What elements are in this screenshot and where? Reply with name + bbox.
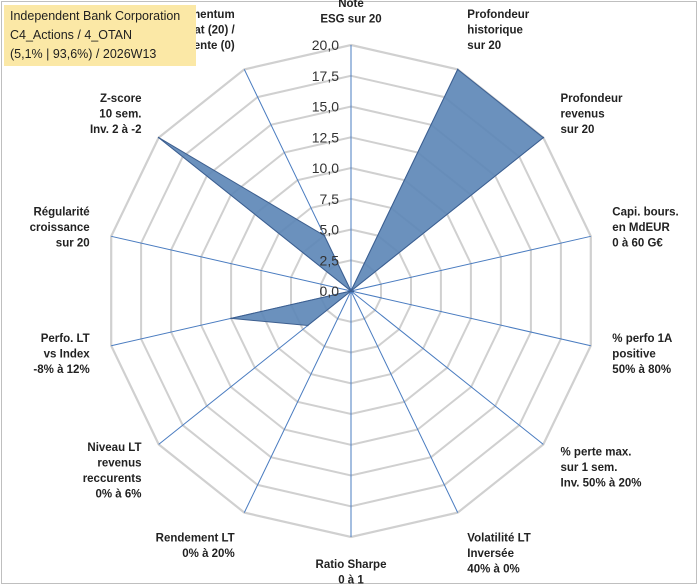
tick-label: 15,0 (312, 99, 339, 115)
axis-label-line: vs Index (44, 348, 91, 360)
data-point (230, 317, 232, 320)
tick-label: 12,5 (312, 129, 339, 145)
axis-label: Note ESG sur 20 (320, 0, 381, 26)
tick-label: 10,0 (312, 160, 339, 176)
tick-label: 7,5 (320, 191, 340, 207)
axis-spoke (350, 290, 459, 513)
info-box: Independent Bank Corporation C4_Actions … (4, 5, 196, 66)
info-line-3: (5,1% | 93,6%) / 2026W13 (10, 47, 157, 61)
company-name: Independent Bank Corporation (10, 9, 181, 23)
axis-label: Niveau LT revenus reccurents 0% à 6% (83, 442, 142, 501)
axis-label-line: Inv. 2 à -2 (90, 124, 142, 136)
axis-spoke (350, 290, 544, 445)
axis-spoke (243, 290, 352, 513)
axis-label-line: 10 sem. (99, 109, 141, 121)
axis-label-line: -8% à 12% (33, 364, 89, 376)
series-area (158, 68, 545, 327)
axis-label: % perte max. sur 1 sem. Inv. 50% à 20% (561, 447, 642, 490)
axis-label-line: ESG sur 20 (320, 14, 381, 26)
axis-label-line: sur 1 sem. (561, 462, 618, 474)
axis-label-line: Profondeur (467, 9, 529, 21)
axis-label-line: croissance (30, 222, 90, 234)
data-point (157, 136, 160, 139)
axis-label-line: Régularité (33, 207, 89, 219)
axis-label: Profondeur revenus sur 20 (561, 93, 623, 136)
tick-label: 17,5 (312, 68, 339, 84)
axis-label-line: Profondeur (561, 93, 623, 105)
axis-label-line: Z-score (100, 93, 142, 105)
axis-label-line: 40% à 0% (467, 564, 519, 576)
axis-label: Profondeur historique sur 20 (467, 9, 529, 52)
axis-label: Régularité croissance sur 20 (30, 207, 90, 250)
axis-label-line: 0% à 6% (95, 489, 141, 501)
axis-label-line: sur 20 (56, 238, 90, 250)
axis-label: Perfo. LT vs Index -8% à 12% (33, 333, 90, 376)
axis-label-line: Niveau LT (87, 442, 141, 454)
tick-label: 5,0 (320, 222, 340, 238)
tick-label: 0,0 (320, 283, 340, 299)
axis-label-line: 0 à 60 G€ (612, 238, 663, 250)
data-point (323, 234, 326, 237)
axis-label: Rendement LT 0% à 20% (156, 533, 235, 561)
axis-spoke (111, 235, 352, 292)
axis-label-line: revenus (97, 458, 141, 470)
axis-label-line: Note (338, 0, 364, 10)
info-line-2: C4_Actions / 4_OTAN (10, 28, 133, 42)
axis-label-line: Ratio Sharpe (316, 559, 387, 571)
axis-label-line: reccurents (83, 473, 142, 485)
data-point (542, 136, 545, 139)
tick-label: 20,0 (312, 37, 339, 53)
axis-label-line: Volatilité LT (467, 533, 530, 545)
axis-label: Capi. bours. en MdEUR 0 à 60 G€ (612, 207, 678, 250)
axis-label-line: Vente (0) (187, 40, 235, 52)
axis-label: Z-score 10 sem. Inv. 2 à -2 (90, 93, 142, 136)
axis-label-line: sur 20 (467, 40, 501, 52)
axis-label: Ratio Sharpe 0 à 1 (316, 559, 387, 587)
data-point (350, 290, 352, 292)
axis-label-line: en MdEUR (612, 222, 670, 234)
axis-label-line: % perfo 1A (612, 333, 672, 345)
data-point (306, 324, 309, 327)
axis-label-line: 0% à 20% (182, 548, 234, 560)
axis-label-line: 0 à 1 (338, 575, 364, 587)
axis-spoke (350, 290, 591, 347)
axis-label: % perfo 1A positive 50% à 80% (612, 333, 672, 376)
axis-label-line: positive (612, 348, 655, 360)
axis-label-line: Perfo. LT (41, 333, 90, 345)
data-point (456, 68, 459, 71)
axis-spoke (350, 235, 591, 292)
axis-label-line: Capi. bours. (612, 207, 678, 219)
axis-label-line: 50% à 80% (612, 364, 671, 376)
axis-label: Volatilité LT Inversée 40% à 0% (467, 533, 530, 576)
axis-label-line: revenus (561, 109, 605, 121)
tick-label: 2,5 (320, 252, 340, 268)
axis-label-line: historique (467, 25, 523, 37)
axis-label-line: Inv. 50% à 20% (561, 478, 642, 490)
axis-label-line: % perte max. (561, 447, 632, 459)
data-point (352, 290, 355, 293)
axis-label-line: sur 20 (561, 124, 595, 136)
axis-label-line: Rendement LT (156, 533, 235, 545)
axis-label-line: Inversée (467, 548, 514, 560)
